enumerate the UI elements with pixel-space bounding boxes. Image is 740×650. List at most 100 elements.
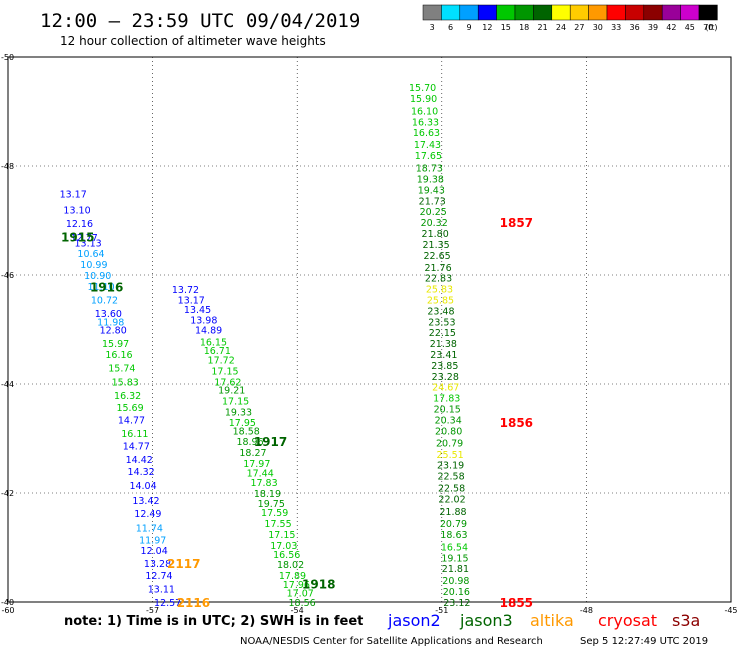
y-tick-label: -46 (1, 271, 14, 280)
colorbar-swatch (459, 4, 479, 21)
satellite-legend-cryosat: cryosat (598, 611, 657, 630)
data-point-label: 16.56 (273, 550, 300, 561)
colorbar-swatch (698, 4, 718, 21)
data-point-label: 24.67 (432, 383, 459, 394)
satellite-legend-s3a: s3a (672, 611, 700, 630)
colorbar-tick-label: 33 (611, 23, 621, 32)
colorbar-tick-label: 18 (519, 23, 529, 32)
data-point-label: 17.83 (433, 394, 460, 405)
colorbar-swatch (514, 4, 534, 21)
data-point-label: 17.96 (283, 580, 310, 591)
y-tick-label: -44 (1, 380, 14, 389)
data-point-label: 11.98 (97, 317, 124, 328)
y-tick-label: -40 (1, 598, 14, 607)
colorbar-swatch (625, 4, 645, 21)
data-point-label: 16.16 (105, 350, 132, 361)
data-point-label: 16.63 (413, 128, 440, 139)
data-point-label: 13.42 (132, 496, 159, 507)
data-point-label: 11.97 (139, 535, 166, 546)
data-point-label: 15.83 (112, 377, 139, 388)
data-point-label: 21.73 (419, 196, 446, 207)
data-point-label: 23.28 (432, 372, 459, 383)
data-point-label: 13.10 (63, 206, 90, 217)
data-point-label: 12.49 (134, 509, 161, 520)
track-label: 1857 (500, 216, 533, 230)
axis-ticks: -60 -57 -54 -51 -48 -45 -40 -42 -44 -46 -48 -50 (1, 53, 738, 615)
data-point-label: 12.80 (100, 326, 127, 337)
data-point-label: 25.85 (427, 296, 454, 307)
data-point-label: 17.72 (208, 355, 235, 366)
data-point-label: 17.55 (264, 519, 291, 530)
data-point-label: 12.74 (145, 571, 172, 582)
data-point-label: 12.77 (71, 233, 98, 244)
data-point-label: 18.56 (289, 598, 316, 609)
colorbar-swatch (606, 4, 626, 21)
colorbar-tick-label: 70 (703, 23, 713, 32)
data-point-label: 10.72 (91, 296, 118, 307)
data-point-label: 13.72 (172, 285, 199, 296)
track-label: 2116 (177, 596, 210, 610)
x-tick-label: -54 (291, 606, 304, 615)
data-point-label: 19.75 (258, 499, 285, 510)
data-point-label: 22.15 (429, 328, 456, 339)
data-point-label: 13.60 (95, 309, 122, 320)
chart-subtitle: 12 hour collection of altimeter wave hei… (60, 34, 326, 48)
colorbar-tick-label: 15 (501, 23, 511, 32)
data-point-label: 15.70 (409, 83, 436, 94)
data-point-label: 20.15 (434, 405, 461, 416)
data-point-label: 25.51 (436, 450, 463, 461)
data-point-label: 10.99 (80, 260, 107, 271)
data-point-label: 13.17 (178, 296, 205, 307)
footer-timestamp: Sep 5 12:27:49 UTC 2019 (580, 636, 708, 647)
data-point-label: 21.76 (424, 263, 451, 274)
data-point-label: 22.02 (438, 494, 465, 505)
data-point-label: 17.65 (415, 151, 442, 162)
plot-frame (7, 56, 732, 603)
data-point-label: 14.89 (195, 326, 222, 337)
colorbar-swatch (496, 4, 516, 21)
data-point-label: 17.43 (414, 140, 441, 151)
colorbar-swatch (551, 4, 571, 21)
data-point-label: 14.04 (129, 481, 156, 492)
colorbar-legend: 3 6 9 12 15 18 21 24 27 30 33 36 39 42 45 70(ft) (422, 4, 718, 32)
data-point-label: 21.80 (422, 229, 449, 240)
data-point-label: 25.83 (426, 285, 453, 296)
data-point-label: 13.11 (148, 584, 175, 595)
x-tick-label: -48 (580, 606, 593, 615)
data-point-label: 21.38 (430, 339, 457, 350)
data-point-label: 14.77 (118, 415, 145, 426)
satellite-legend-jason3: jason3 (459, 611, 513, 630)
data-point-label: 18.96 (236, 437, 263, 448)
data-point-label: 12.57 (154, 598, 181, 609)
colorbar-tick-label: 21 (538, 23, 548, 32)
data-point-label: 22.83 (425, 274, 452, 285)
data-point-label: 21.88 (439, 507, 466, 518)
data-point-label: 23.19 (437, 461, 464, 472)
track-labels: 2116 2117 1918 1917 1916 1915 1855 1856 1857 (61, 216, 533, 610)
data-point-label: 15.97 (102, 339, 129, 350)
data-point-label: 20.79 (440, 519, 467, 530)
data-point-label: 20.79 (436, 438, 463, 449)
data-point-label: 19.15 (441, 553, 468, 564)
chart-title: 12:00 – 23:59 UTC 09/04/2019 (40, 10, 360, 32)
plot-area: -60 -57 -54 -51 -48 -45 -40 -42 -44 -46 -48 -50 12.… (1, 53, 738, 615)
data-point-label: 20.25 (420, 207, 447, 218)
data-point-label: 20.16 (443, 587, 470, 598)
track-label: 1915 (61, 230, 94, 244)
data-point-label: 22.65 (423, 251, 450, 262)
data-point-label: 13.98 (190, 316, 217, 327)
data-point-label: 17.89 (279, 571, 306, 582)
data-point-label: 20.32 (421, 218, 448, 229)
track-label: 1916 (90, 280, 123, 294)
colorbar-swatch (680, 4, 700, 21)
data-point-label: 17.15 (211, 366, 238, 377)
data-point-label: 14.77 (123, 442, 150, 453)
data-point-label: 17.15 (222, 396, 249, 407)
data-point-label: 20.98 (442, 576, 469, 587)
data-point-label: 22.58 (438, 484, 465, 495)
data-point-label: 13.28 (144, 559, 171, 570)
data-point-label: 18.73 (416, 164, 443, 175)
x-tick-label: -45 (724, 606, 737, 615)
